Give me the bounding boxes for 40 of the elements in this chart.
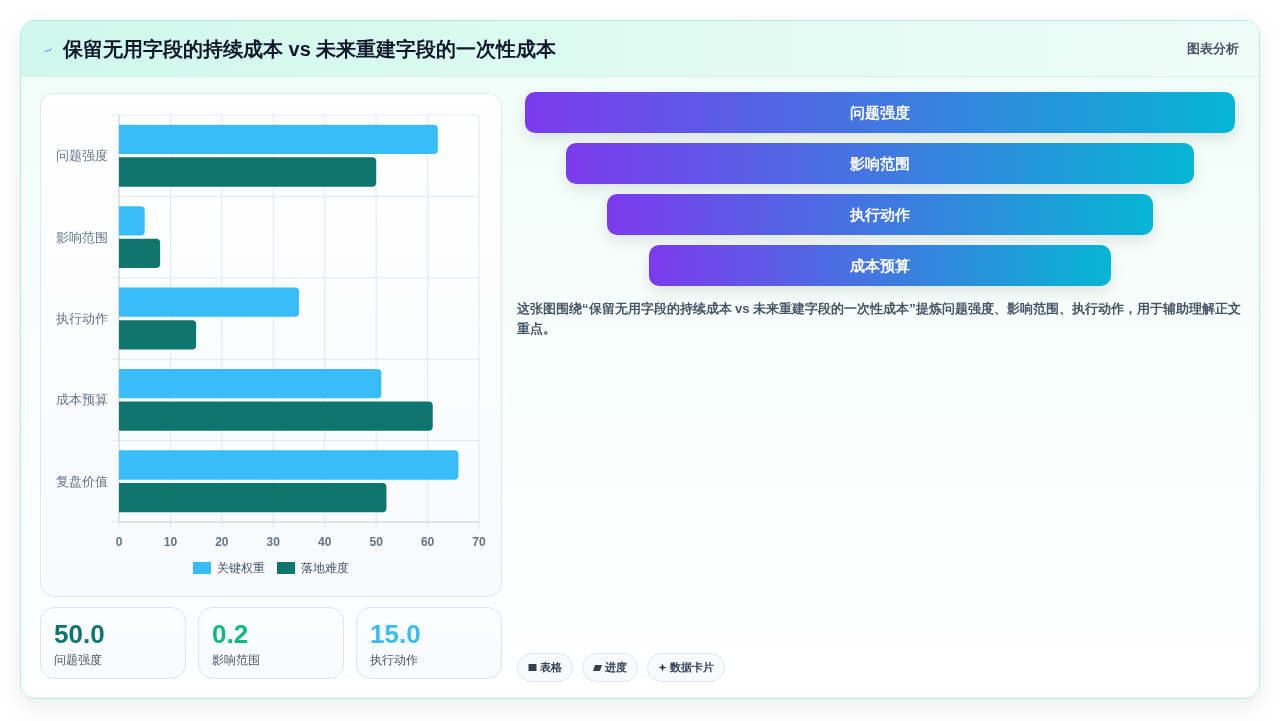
category-label: 影响范围	[566, 143, 1194, 184]
x-tick-label: 10	[163, 535, 178, 549]
x-tick-label: 20	[215, 535, 229, 549]
bar	[119, 320, 197, 350]
category-label: 执行动作	[607, 194, 1153, 235]
y-tick-label: 影响范围	[56, 229, 108, 245]
y-tick-label: 成本预算	[56, 392, 108, 408]
bar	[119, 124, 438, 155]
text: 15.0	[370, 619, 421, 649]
bar	[119, 157, 377, 187]
bar	[119, 287, 299, 317]
text: 50.0	[54, 619, 105, 649]
x-tick-label: 40	[318, 535, 332, 549]
legend-label: 落地难度	[301, 561, 349, 575]
bar	[119, 482, 387, 513]
x-tick-label: 50	[369, 535, 384, 549]
text: 执行动作	[370, 652, 418, 668]
text: 这张图围绕“保留无用字段的持续成本 vs 未来重建字段的一次性成本”提炼问题强度、影响范围、执行动作，用于辅助理解正文重点。	[517, 300, 1242, 338]
text: 表格	[540, 661, 562, 673]
bar	[119, 401, 433, 431]
y-tick-label: 复盘价值	[56, 473, 108, 489]
bar	[119, 238, 161, 269]
y-tick-label: 执行动作	[56, 311, 108, 326]
category-label: 问题强度	[525, 92, 1235, 133]
text: 图表分析	[1187, 40, 1239, 58]
text: 进度	[605, 661, 627, 673]
x-tick-label: 0	[115, 535, 123, 549]
text: 0.2	[212, 619, 249, 649]
bar	[119, 368, 382, 399]
text: 数据卡片	[670, 661, 714, 673]
legend-label: 关键权重	[217, 561, 265, 575]
text: 保留无用字段的持续成本 vs 未来重建字段的一次性成本	[63, 37, 557, 62]
y-tick-label: 问题强度	[56, 148, 108, 164]
text: 影响范围	[212, 652, 260, 668]
x-tick-label: 60	[420, 535, 435, 549]
x-tick-label: 70	[472, 535, 486, 549]
category-label: 成本预算	[648, 245, 1112, 286]
bar	[119, 450, 459, 480]
x-tick-label: 30	[266, 535, 281, 549]
bar	[119, 206, 145, 236]
